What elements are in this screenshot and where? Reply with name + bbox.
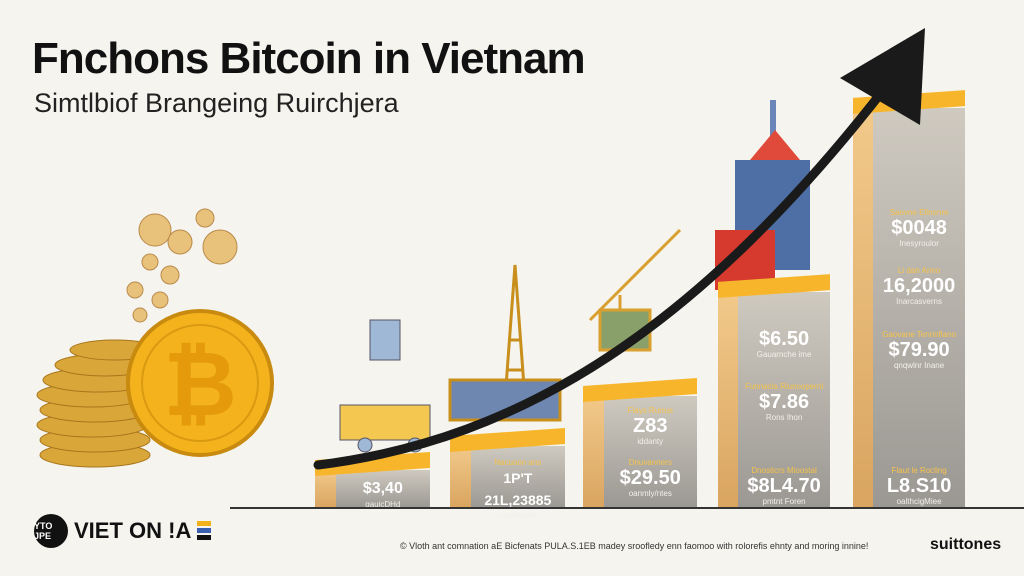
flag-stripes-icon bbox=[197, 521, 212, 540]
bitcoin-icon: ₿ bbox=[163, 332, 236, 437]
brand-logo: suittones bbox=[930, 536, 1002, 553]
bar-3: Flays Rurrus Z83 iddanty Dnuvanners $29.50 o… bbox=[583, 378, 697, 508]
logo-text: VIET ON !A bbox=[74, 518, 192, 543]
footer-note: © Vloth ant comnation aE Bicfenats PULA.… bbox=[400, 541, 869, 551]
page-subtitle: Simtlbiof Brangeing Ruirchjera bbox=[34, 88, 399, 118]
bar-2-value: 1P'T 21L,23885 bbox=[484, 470, 552, 508]
bar-1-value: $3,40 bbox=[362, 480, 403, 497]
bar-5: Saovne Ellnonre $0048 Inesyroulor Li dan A… bbox=[853, 90, 965, 508]
logo-badge: YTO JPE bbox=[34, 514, 68, 548]
bar-1: $3,40 gauicDHd bbox=[315, 451, 430, 509]
bar-2: Nacuoon ans 1P'T 21L,23885 pnortbeptlic bbox=[450, 427, 565, 520]
baseline bbox=[230, 507, 1024, 509]
bitcoin-coins-illustration: ₿ bbox=[36, 208, 274, 468]
viet-logo: YTO JPE VIET ON !A bbox=[34, 514, 212, 548]
page-title: Fnchons Bitcoin in Vietnam bbox=[32, 34, 586, 83]
bar-4: $6.50 Gauarnche ime Funnacla Riunoopernl $… bbox=[718, 274, 830, 508]
